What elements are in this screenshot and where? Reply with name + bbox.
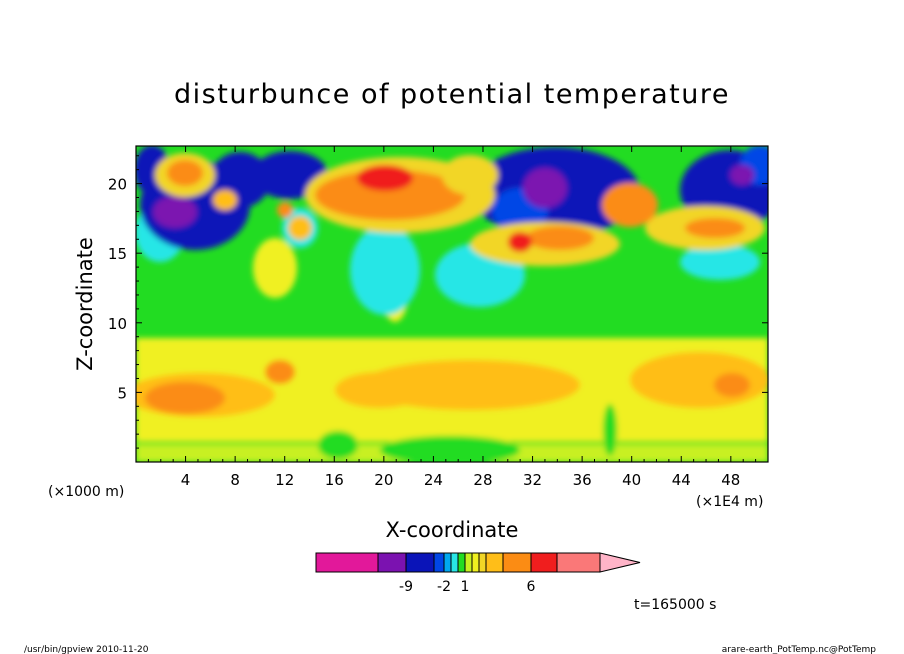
field-region	[288, 216, 312, 240]
field-region	[680, 244, 760, 280]
colorbar-bin	[478, 552, 487, 573]
field-region	[508, 232, 532, 252]
y-tick-label: 10	[108, 315, 127, 333]
x-tick-label: 24	[424, 471, 443, 489]
field-region	[603, 404, 617, 456]
colorbar-bin	[556, 552, 601, 573]
x-tick-label: 44	[672, 471, 691, 489]
x-tick-label: 4	[181, 471, 191, 489]
y-tick-label: 20	[108, 176, 127, 194]
colorbar-bin	[502, 552, 532, 573]
x-tick-label: 28	[473, 471, 492, 489]
chart-title: disturbunce of potential temperature	[174, 79, 730, 110]
colorbar-bin	[450, 552, 459, 573]
colorbar-label: 6	[527, 579, 536, 595]
colorbar: -9 -2 1 6	[315, 552, 641, 595]
field-region	[213, 190, 237, 210]
field-region	[730, 165, 754, 185]
field-region	[380, 436, 520, 462]
colorbar-bin	[464, 552, 473, 573]
field-region	[630, 352, 768, 408]
field-region	[335, 372, 425, 408]
field-region	[602, 183, 658, 227]
field-region	[145, 382, 225, 414]
colorbar-bin	[485, 552, 504, 573]
x-tick-label: 20	[374, 471, 393, 489]
colorbar-label: 1	[461, 579, 470, 595]
colorbar-bin	[405, 552, 435, 573]
field-region	[253, 238, 297, 298]
colorbar-bin	[457, 552, 466, 573]
colorbar-label: -9	[399, 579, 413, 595]
y-axis: 5 10 15 20	[108, 155, 768, 449]
y-axis-label: Z-coordinate	[73, 237, 97, 371]
heatmap-field	[136, 146, 768, 462]
field-region	[153, 196, 197, 228]
y-tick-label: 15	[108, 245, 127, 263]
field-region	[277, 202, 293, 218]
field-region	[523, 168, 567, 208]
field-region	[526, 226, 594, 250]
footer-right: arare-earth_PotTemp.nc@PotTemp	[722, 645, 877, 654]
x-tick-label: 32	[523, 471, 542, 489]
x-axis: 4 8 12 16 20 24 28 32 36 40 44 48	[147, 146, 757, 489]
x-tick-label: 8	[230, 471, 240, 489]
colorbar-bin	[530, 552, 558, 573]
y-tick-label: 5	[117, 384, 127, 402]
field-region	[318, 431, 358, 459]
field-region	[167, 160, 203, 186]
x-tick-label: 12	[275, 471, 294, 489]
field-region	[350, 225, 420, 315]
field-region	[714, 373, 750, 397]
time-label: t=165000 s	[634, 597, 716, 613]
footer-left: /usr/bin/gpview 2010-11-20	[24, 645, 149, 654]
plot-frame	[135, 145, 769, 463]
x-axis-label: X-coordinate	[386, 518, 519, 542]
field-region	[265, 360, 295, 384]
colorbar-bin	[433, 552, 445, 573]
field-region	[357, 165, 413, 191]
x-unit-note: (×1E4 m)	[696, 494, 763, 510]
x-tick-label: 40	[622, 471, 641, 489]
x-tick-label: 16	[325, 471, 344, 489]
field-region	[442, 155, 498, 195]
x-tick-label: 48	[721, 471, 740, 489]
colorbar-label: -2	[437, 579, 451, 595]
colorbar-bin	[471, 552, 480, 573]
field-region	[315, 170, 465, 220]
field-region	[685, 218, 745, 238]
colorbar-arrow	[599, 552, 641, 573]
colorbar-bin	[377, 552, 407, 573]
colorbar-bin	[443, 552, 452, 573]
y-unit-note: (×1000 m)	[48, 484, 124, 500]
x-tick-label: 36	[573, 471, 592, 489]
colorbar-bin	[315, 552, 379, 573]
